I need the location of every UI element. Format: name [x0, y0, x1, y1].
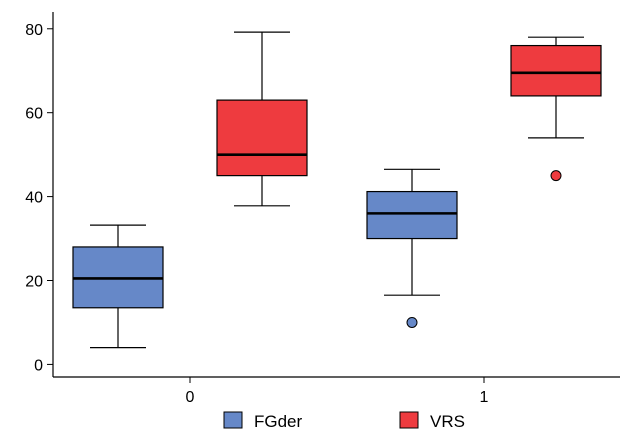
y-tick-label: 0: [34, 357, 43, 374]
outlier-point: [550, 170, 562, 182]
y-tick-label: 60: [25, 106, 43, 123]
legend-item-vrs: VRS: [399, 411, 465, 431]
series-vrs: [216, 31, 602, 207]
x-tick-label: 1: [480, 389, 489, 406]
legend-label: VRS: [430, 412, 465, 431]
box-vrs-0: [216, 31, 308, 207]
box-iqr: [366, 190, 458, 240]
y-tick-label: 40: [25, 190, 43, 207]
y-tick-label: 80: [25, 22, 43, 39]
box-iqr: [510, 44, 602, 97]
legend: FGder VRS: [223, 411, 465, 431]
box-vrs-1: [510, 36, 602, 182]
outlier-point: [406, 316, 418, 328]
y-tick-label: 20: [25, 274, 43, 291]
legend-swatch: [399, 411, 419, 429]
legend-item-fgder: FGder: [223, 411, 303, 431]
box-series: [72, 31, 602, 349]
axes: 0 20 40 60 80 0 1: [25, 12, 620, 406]
legend-swatch: [223, 411, 243, 429]
x-tick-label: 0: [186, 389, 195, 406]
series-fgder: [72, 168, 458, 349]
legend-label: FGder: [254, 412, 303, 431]
box-fgder-0: [72, 224, 164, 349]
box-fgder-1: [366, 168, 458, 328]
box-iqr: [216, 99, 308, 177]
